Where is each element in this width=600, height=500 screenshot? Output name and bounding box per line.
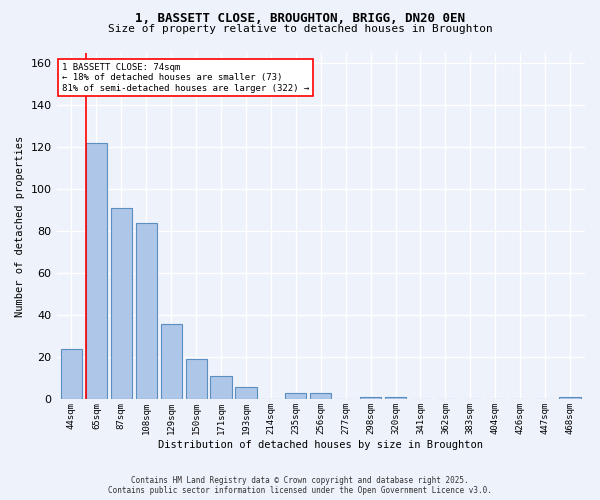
Bar — [235, 387, 257, 400]
X-axis label: Distribution of detached houses by size in Broughton: Distribution of detached houses by size … — [158, 440, 483, 450]
Bar — [136, 223, 157, 400]
Bar — [310, 393, 331, 400]
Text: Contains HM Land Registry data © Crown copyright and database right 2025.
Contai: Contains HM Land Registry data © Crown c… — [108, 476, 492, 495]
Bar — [385, 398, 406, 400]
Bar — [360, 398, 381, 400]
Bar — [111, 208, 132, 400]
Bar — [161, 324, 182, 400]
Text: 1, BASSETT CLOSE, BROUGHTON, BRIGG, DN20 0EN: 1, BASSETT CLOSE, BROUGHTON, BRIGG, DN20… — [135, 12, 465, 26]
Bar — [285, 393, 307, 400]
Bar — [61, 349, 82, 400]
Bar — [185, 360, 207, 400]
Y-axis label: Number of detached properties: Number of detached properties — [15, 136, 25, 316]
Bar — [559, 398, 581, 400]
Bar — [86, 143, 107, 400]
Text: Size of property relative to detached houses in Broughton: Size of property relative to detached ho… — [107, 24, 493, 34]
Bar — [211, 376, 232, 400]
Text: 1 BASSETT CLOSE: 74sqm
← 18% of detached houses are smaller (73)
81% of semi-det: 1 BASSETT CLOSE: 74sqm ← 18% of detached… — [62, 63, 309, 92]
